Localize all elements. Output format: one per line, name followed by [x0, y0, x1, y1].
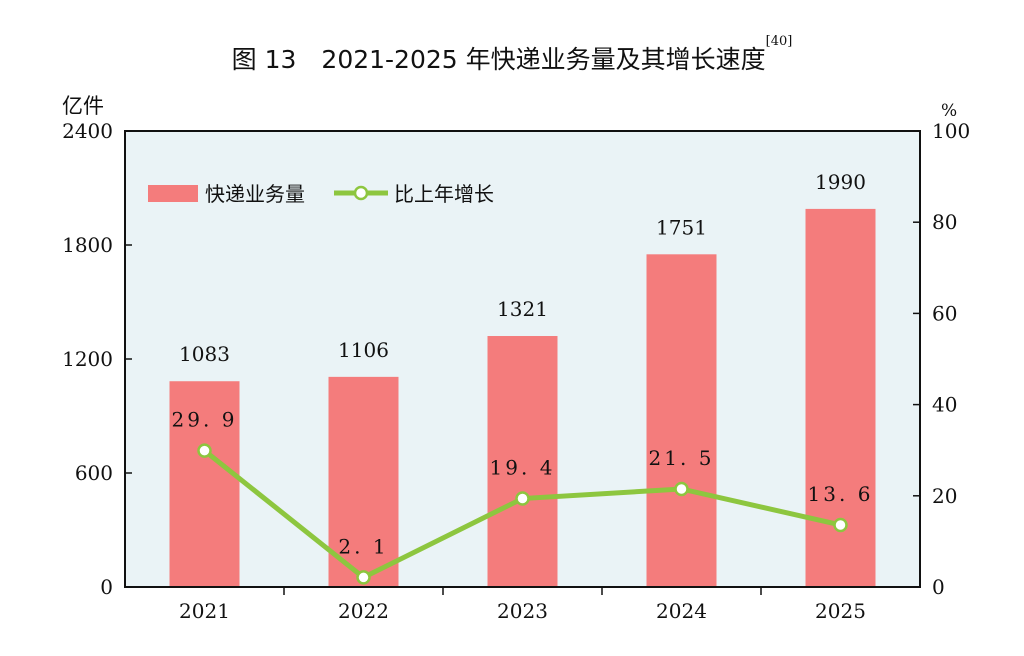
x-tick-label: 2021	[179, 599, 230, 623]
left-tick-label: 0	[100, 575, 113, 599]
bar-2024	[646, 254, 717, 587]
legend-line-label: 比上年增长	[394, 182, 494, 206]
left-tick-label: 2400	[62, 119, 113, 143]
bar-label-2024: 1751	[656, 215, 707, 239]
growth-label-2025: 13. 6	[808, 482, 874, 506]
growth-point-2024	[674, 481, 689, 497]
growth-point-2021	[197, 443, 212, 458]
bar-label-2022: 1106	[338, 338, 389, 362]
growth-point-2023	[515, 491, 530, 506]
bar-label-2021: 1083	[179, 342, 230, 366]
right-tick-label: 40	[932, 393, 957, 417]
x-tick-label: 2024	[656, 599, 707, 623]
bar-2022	[328, 376, 399, 587]
left-axis-unit: 亿件	[62, 94, 104, 118]
growth-label-2024: 21. 5	[649, 446, 715, 470]
left-tick-label: 600	[75, 461, 113, 485]
x-tick-label: 2023	[497, 599, 548, 623]
growth-label-2022: 2. 1	[338, 534, 388, 558]
left-tick-label: 1200	[62, 347, 113, 371]
right-tick-label: 80	[932, 210, 957, 234]
x-tick-label: 2025	[815, 599, 866, 623]
right-tick-label: 100	[932, 119, 970, 143]
left-tick-label: 1800	[62, 233, 113, 257]
growth-label-2021: 29. 9	[172, 408, 238, 432]
legend-line-marker	[353, 185, 369, 201]
bar-2021	[169, 381, 240, 587]
growth-point-2025	[833, 517, 848, 533]
x-tick-label: 2022	[338, 599, 389, 623]
growth-point-2022	[356, 570, 371, 585]
title-text: 图 13 2021-2025 年快递业务量及其增长速度	[231, 45, 766, 74]
chart-title: 图 13 2021-2025 年快递业务量及其增长速度[40]	[0, 34, 1024, 76]
bar-label-2023: 1321	[497, 297, 548, 321]
right-tick-label: 0	[932, 575, 945, 599]
right-tick-label: 60	[932, 301, 957, 325]
legend-bar-label: 快递业务量	[205, 182, 305, 206]
growth-label-2023: 19. 4	[490, 456, 556, 480]
right-tick-label: 20	[932, 484, 957, 508]
bar-2023	[487, 336, 558, 587]
legend-bar-swatch	[148, 185, 198, 202]
title-footnote: [40]	[765, 34, 793, 49]
right-axis-unit: %	[941, 101, 957, 121]
bar-label-2025: 1990	[815, 170, 866, 194]
